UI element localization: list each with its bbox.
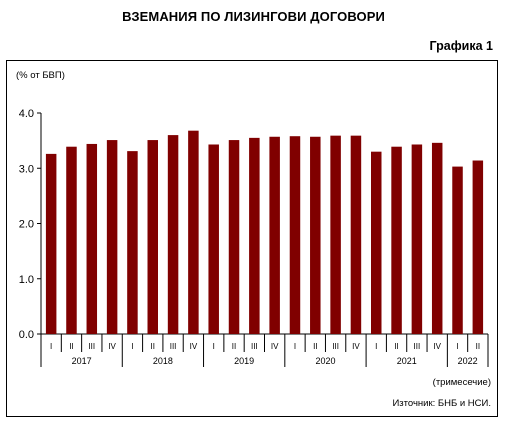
quarter-label: III xyxy=(251,342,258,351)
quarter-label: II xyxy=(394,342,398,351)
quarter-label: IV xyxy=(433,342,441,351)
bar xyxy=(330,135,341,334)
year-label: 2021 xyxy=(397,356,417,366)
bar xyxy=(249,137,260,334)
bar xyxy=(188,130,199,334)
quarter-label: I xyxy=(294,342,296,351)
quarter-label: II xyxy=(313,342,317,351)
bar xyxy=(350,135,362,334)
quarter-label: III xyxy=(332,342,339,351)
bar xyxy=(452,166,463,334)
quarter-label: I xyxy=(213,342,215,351)
bar xyxy=(310,136,321,334)
x-axis-note: (тримесечие) xyxy=(432,377,491,388)
quarter-label: I xyxy=(375,342,377,351)
year-label: 2020 xyxy=(315,356,335,366)
quarter-label: III xyxy=(170,342,177,351)
bar xyxy=(147,140,158,334)
y-tick-label: 0.0 xyxy=(19,329,34,341)
bar xyxy=(269,136,280,334)
year-label: 2018 xyxy=(153,356,173,366)
quarter-label: II xyxy=(69,342,73,351)
bar xyxy=(472,160,484,334)
quarter-label: III xyxy=(88,342,95,351)
source-note: Източник: БНБ и НСИ. xyxy=(392,398,491,409)
bar xyxy=(391,146,402,334)
quarter-label: II xyxy=(476,342,480,351)
quarter-label: IV xyxy=(190,342,198,351)
bar xyxy=(228,140,240,334)
y-tick-label: 1.0 xyxy=(19,274,34,286)
quarter-label: IV xyxy=(352,342,360,351)
bar xyxy=(66,146,77,334)
quarter-label: III xyxy=(414,342,421,351)
bar xyxy=(289,136,301,334)
bar xyxy=(208,144,219,334)
y-axis-unit-label: (% от БВП) xyxy=(16,70,65,81)
bar xyxy=(127,151,138,334)
bar xyxy=(86,143,98,334)
quarter-label: I xyxy=(50,342,52,351)
y-tick-label: 4.0 xyxy=(19,108,34,120)
chart-title: ВЗЕМАНИЯ ПО ЛИЗИНГОВИ ДОГОВОРИ xyxy=(122,9,385,24)
figure-label: Графика 1 xyxy=(429,39,493,53)
quarter-label: I xyxy=(131,342,133,351)
bar xyxy=(371,151,382,334)
chart-frame xyxy=(6,60,498,417)
quarter-label: IV xyxy=(108,342,116,351)
quarter-label: II xyxy=(151,342,155,351)
quarter-label: IV xyxy=(271,342,279,351)
bar xyxy=(106,140,118,334)
quarter-label: I xyxy=(456,342,458,351)
year-label: 2017 xyxy=(72,356,92,366)
bar xyxy=(411,144,423,334)
bar xyxy=(167,135,179,334)
year-label: 2019 xyxy=(234,356,254,366)
y-tick-label: 2.0 xyxy=(19,219,34,231)
year-label: 2022 xyxy=(458,356,478,366)
bar xyxy=(45,153,57,334)
quarter-label: II xyxy=(232,342,236,351)
bar xyxy=(431,142,443,334)
y-tick-label: 3.0 xyxy=(19,163,34,175)
